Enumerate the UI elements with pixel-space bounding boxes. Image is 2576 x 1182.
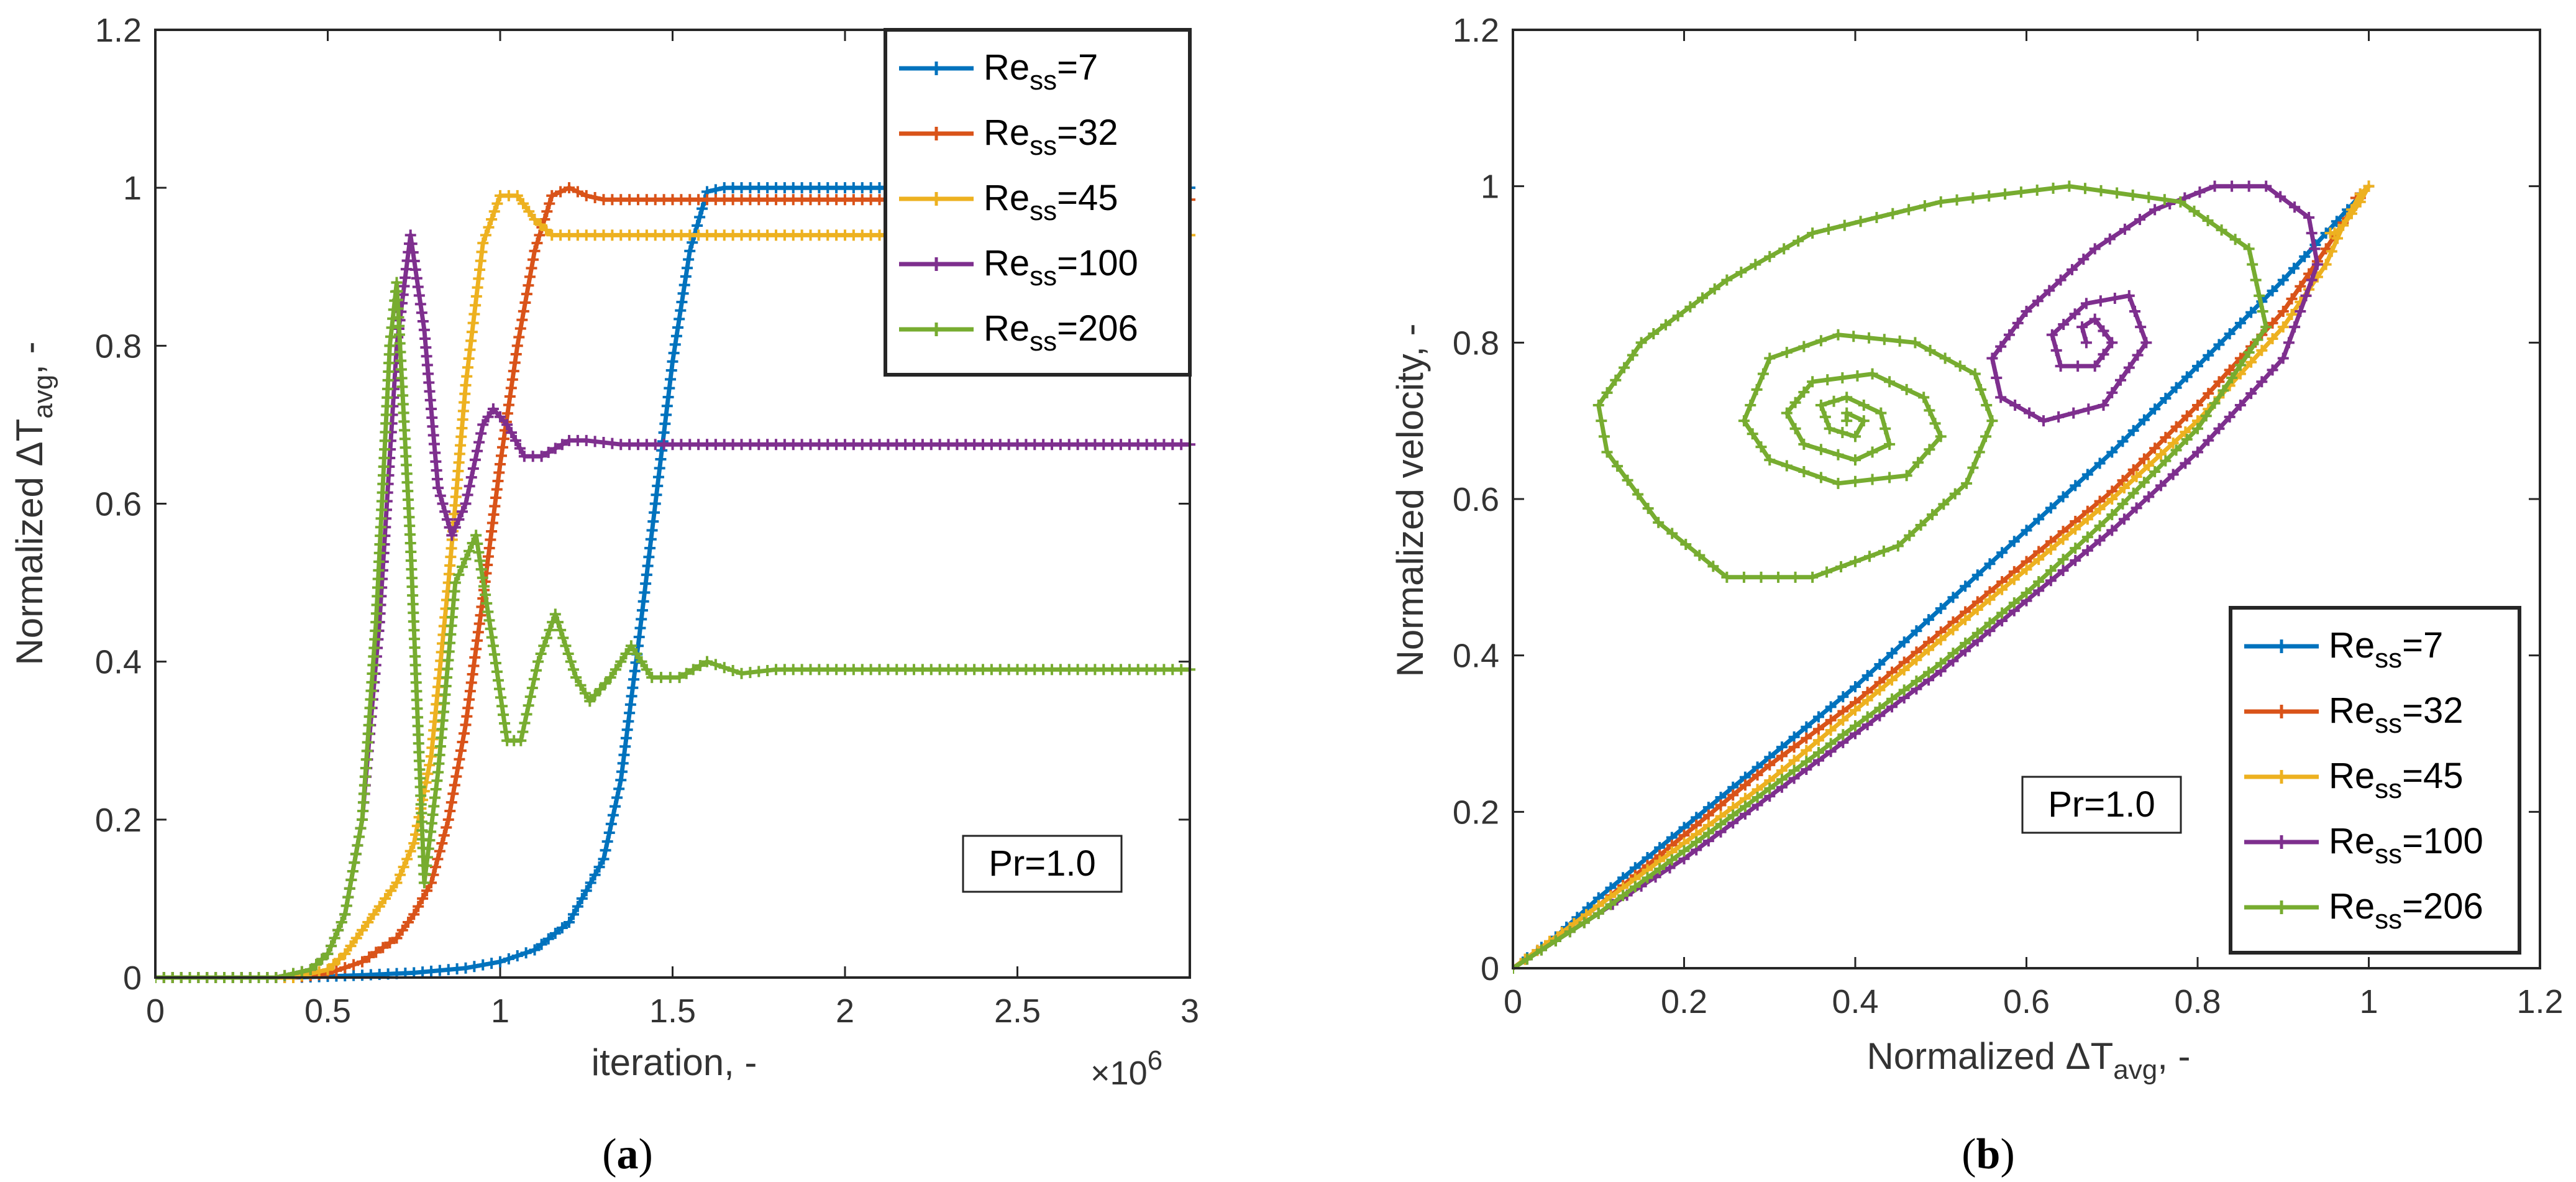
legend-label: Ress=206 <box>984 308 1138 357</box>
legend-marker <box>2275 639 2288 653</box>
x-tick-label: 2.5 <box>994 992 1041 1030</box>
y-tick-label: 1 <box>123 170 142 207</box>
legend-label: Ress=45 <box>2329 756 2464 804</box>
series-re45 <box>1513 180 2375 974</box>
x-tick-label: 0 <box>146 992 165 1030</box>
x-tick-label: 0.8 <box>2174 983 2221 1020</box>
series-markers <box>1513 180 2375 974</box>
panel-caption: (a) <box>602 1130 653 1178</box>
series-re206 <box>1513 180 2272 974</box>
series-markers <box>1513 180 2272 974</box>
series-re7 <box>1513 180 2375 974</box>
y-axis-label: Normalized velocity, - <box>1389 323 1431 677</box>
x-tick-label: 0.5 <box>304 992 351 1030</box>
series-markers <box>1513 180 2375 974</box>
panel-caption: (b) <box>1962 1130 2015 1178</box>
y-tick-label: 1 <box>1481 168 1499 206</box>
legend-label: Ress=45 <box>984 178 1118 226</box>
series-re206 <box>155 277 1195 983</box>
x-tick-label: 3 <box>1181 992 1199 1030</box>
y-tick-label: 0.8 <box>95 328 142 365</box>
panel-a: 0 0.5 1 1.5 2 2.5 3 0 0.2 0.4 0.6 0.8 1 1.2 iteration,… <box>9 12 1199 1178</box>
legend-label: Ress=206 <box>2329 886 2483 935</box>
legend-marker <box>2275 900 2288 914</box>
y-tick-label: 1.2 <box>95 12 142 49</box>
legend-marker <box>929 127 943 140</box>
legend-entry: Ress=7 <box>899 47 1098 96</box>
x-tick-label: 0.6 <box>2003 983 2050 1020</box>
y-tick-label: 0.6 <box>1453 481 1499 518</box>
x-tick-label: 1 <box>2359 983 2378 1020</box>
y-axis-label: Normalized ΔTavg, - <box>9 341 58 665</box>
x-exponent-label: ×106 <box>1090 1045 1162 1092</box>
axes-box <box>154 29 1191 979</box>
legend-label: Ress=100 <box>984 243 1138 291</box>
legend-entry: Ress=100 <box>2244 821 2483 869</box>
legend-marker <box>929 323 943 336</box>
y-tick-label: 0.4 <box>1453 638 1499 675</box>
legend-entry: Ress=206 <box>899 308 1138 357</box>
legend-label: Ress=32 <box>984 112 1118 161</box>
x-tick-label: 0 <box>1504 983 1522 1020</box>
y-tick-label: 0.2 <box>95 802 142 839</box>
series-markers <box>1513 180 2323 974</box>
y-tick-label: 0.2 <box>1453 794 1499 831</box>
pr-annotation: Pr=1.0 <box>962 835 1123 893</box>
legend-entry: Ress=7 <box>2244 625 2443 674</box>
y-tick-label: 0.6 <box>95 486 142 523</box>
legend-marker <box>929 257 943 271</box>
legend-marker <box>929 192 943 206</box>
legend-marker <box>929 62 943 75</box>
x-axis-label: iteration, - <box>591 1042 757 1083</box>
legend-entry: Ress=32 <box>2244 690 2464 739</box>
x-tick-label: 1.5 <box>649 992 696 1030</box>
series-re100 <box>1513 180 2323 974</box>
legend-marker <box>2275 835 2288 849</box>
legend-entry: Ress=206 <box>2244 886 2483 935</box>
legend-label: Ress=7 <box>2329 625 2443 674</box>
legend-marker <box>2275 705 2288 718</box>
x-tick-label: 0.2 <box>1661 983 1707 1020</box>
x-tick-label: 1 <box>491 992 509 1030</box>
x-axis-label: Normalized ΔTavg, - <box>1866 1035 2190 1085</box>
x-tick-label: 1.2 <box>2516 983 2563 1020</box>
pr-annotation-text: Pr=1.0 <box>989 843 1096 884</box>
legend-entry: Ress=45 <box>899 178 1118 226</box>
legend-label: Ress=100 <box>2329 821 2483 869</box>
x-tick-label: 0.4 <box>1832 983 1878 1020</box>
pr-annotation-text: Pr=1.0 <box>2048 784 2155 825</box>
legend-entry: Ress=100 <box>899 243 1138 291</box>
y-tick-label: 0.4 <box>95 644 142 681</box>
legend: Ress=7 Ress=32 Ress=45 Ress=100 Ress=206 <box>2229 606 2521 955</box>
legend-marker <box>2275 770 2288 784</box>
axes-box <box>1512 29 2541 969</box>
legend: Ress=7 Ress=32 Ress=45 Ress=100 Ress=206 <box>884 28 1192 377</box>
y-tick-label: 0 <box>1481 950 1499 987</box>
x-tick-label: 2 <box>836 992 854 1030</box>
y-tick-label: 0.8 <box>1453 324 1499 362</box>
series-markers <box>155 277 1195 983</box>
legend-entry: Ress=45 <box>2244 756 2464 804</box>
legend-label: Ress=7 <box>984 47 1098 96</box>
y-tick-label: 1.2 <box>1453 12 1499 49</box>
panel-b: 0 0.2 0.4 0.6 0.8 1 1.2 0 0.2 0.4 0.6 0.8 1 1.2 Normal… <box>1389 12 2564 1178</box>
pr-annotation: Pr=1.0 <box>2021 776 2182 834</box>
legend-entry: Ress=32 <box>899 112 1118 161</box>
y-tick-label: 0 <box>123 960 142 997</box>
legend-label: Ress=32 <box>2329 690 2464 739</box>
